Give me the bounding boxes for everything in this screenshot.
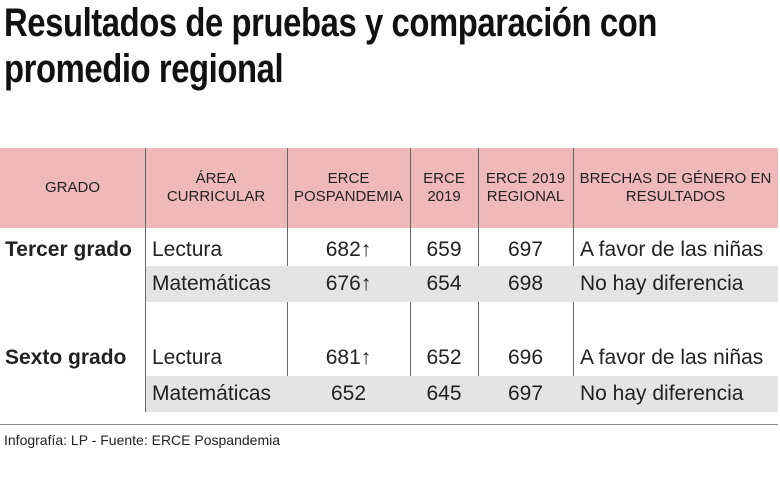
- source: Infografía: LP - Fuente: ERCE Pospandemi…: [4, 432, 281, 448]
- grade-label: Tercer grado: [5, 238, 132, 261]
- regional-cell: 697: [507, 238, 544, 261]
- regional-cell: 698: [507, 272, 544, 295]
- grade-label: Sexto grado: [5, 346, 127, 369]
- brecha-cell: A favor de las niñas: [580, 238, 764, 261]
- pospandemia-cell: 652: [330, 382, 367, 405]
- area-cell: Matemáticas: [152, 272, 272, 295]
- title: Resultados de pruebas y comparación con …: [4, 1, 657, 91]
- header-band: [0, 148, 778, 228]
- brecha-cell: No hay diferencia: [580, 272, 744, 295]
- brecha-cell: A favor de las niñas: [580, 346, 764, 369]
- pospandemia-cell: 682↑: [325, 238, 372, 261]
- area-cell: Matemáticas: [152, 382, 272, 405]
- column-header: GRADO: [44, 179, 100, 196]
- area-cell: Lectura: [152, 238, 223, 261]
- regional-cell: 697: [507, 382, 544, 405]
- brecha-cell: No hay diferencia: [580, 382, 744, 405]
- area-cell: Lectura: [152, 346, 223, 369]
- column-header: BRECHAS DE GÉNERO EN RESULTADOS: [579, 170, 772, 205]
- column-header: ÁREA CURRICULAR: [166, 170, 266, 205]
- row-shade: [146, 266, 778, 302]
- erce2019-cell: 654: [426, 272, 462, 295]
- column-header: ERCE 2019: [423, 170, 465, 205]
- regional-cell: 696: [507, 346, 544, 369]
- erce2019-cell: 659: [426, 238, 462, 261]
- erce2019-cell: 645: [426, 382, 462, 405]
- column-header: ERCE POSPANDEMIA: [294, 170, 403, 205]
- bottom-rule: [0, 424, 778, 425]
- erce2019-cell: 652: [426, 346, 462, 369]
- pospandemia-cell: 676↑: [325, 272, 372, 295]
- column-divider: [145, 148, 146, 412]
- row-shade: [146, 376, 778, 412]
- pospandemia-cell: 681↑: [325, 346, 372, 369]
- column-header: ERCE 2019 REGIONAL: [485, 170, 566, 205]
